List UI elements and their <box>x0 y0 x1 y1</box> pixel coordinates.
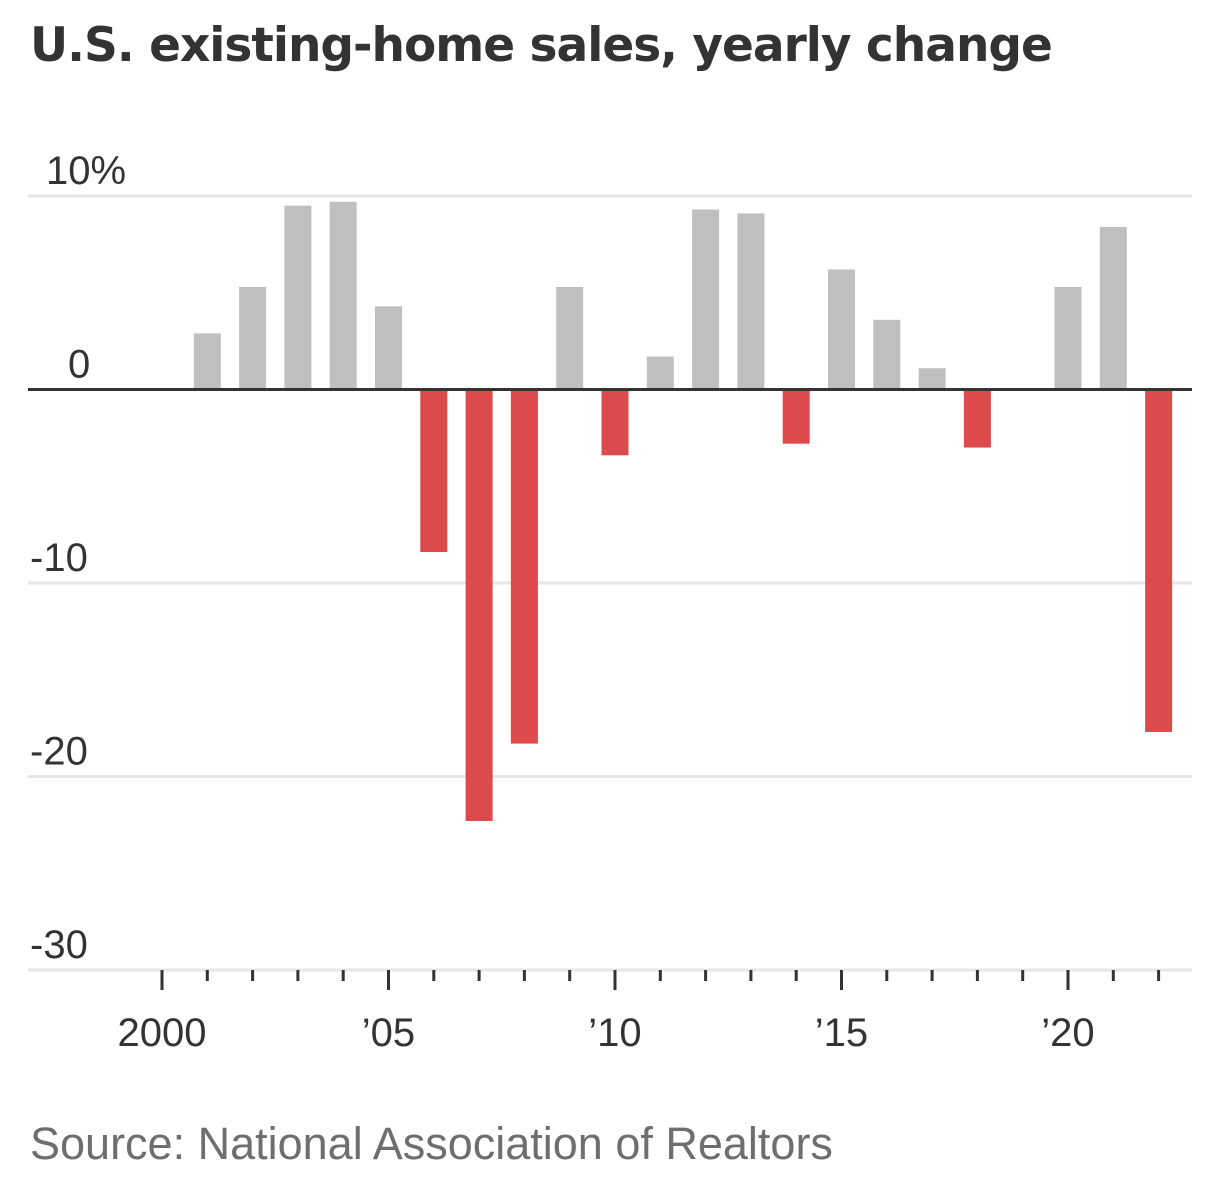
bar-2007 <box>465 389 493 822</box>
bar-2006 <box>420 389 448 553</box>
y-tick-label: 0 <box>68 343 90 387</box>
bar-2002 <box>239 286 267 390</box>
bar-2015 <box>828 269 855 390</box>
y-tick-label: -10 <box>30 536 88 580</box>
x-tick-label: ’15 <box>815 1011 868 1055</box>
bar-2009 <box>556 286 584 390</box>
bar-2013 <box>737 213 765 390</box>
y-tick-label: -30 <box>30 923 88 967</box>
bar-2001 <box>193 333 221 390</box>
bar-2005 <box>375 306 402 390</box>
bar-2020 <box>1054 286 1082 390</box>
bar-2016 <box>873 319 901 390</box>
bar-2017 <box>918 368 946 390</box>
bar-2018 <box>963 389 991 448</box>
y-tick-label: -20 <box>30 730 88 774</box>
bar-2010 <box>601 389 629 456</box>
x-tick-label: ’10 <box>588 1011 641 1055</box>
bar-2011 <box>646 356 674 390</box>
bar-2003 <box>284 205 312 390</box>
bar-2021 <box>1099 226 1127 390</box>
bar-2008 <box>510 389 538 744</box>
y-tick-label: 10% <box>46 149 126 193</box>
x-axis: 2000 ’05 ’10 ’15 ’20 <box>118 970 1161 1055</box>
bar-2022 <box>1145 389 1173 732</box>
source-note: Source: National Association of Realtors <box>30 1118 833 1169</box>
bar-2012 <box>692 209 720 390</box>
bar-2004 <box>329 201 357 390</box>
grid-lines <box>28 194 1192 972</box>
x-tick-label: ’20 <box>1041 1011 1094 1055</box>
x-tick-label: ’05 <box>362 1011 415 1055</box>
x-tick-label: 2000 <box>118 1011 207 1055</box>
bar-2014 <box>782 389 810 444</box>
bars <box>193 201 1173 822</box>
chart-title: U.S. existing-home sales, yearly change <box>30 18 1053 73</box>
y-axis-labels: 10% 0 -10 -20 -30 <box>30 149 126 967</box>
